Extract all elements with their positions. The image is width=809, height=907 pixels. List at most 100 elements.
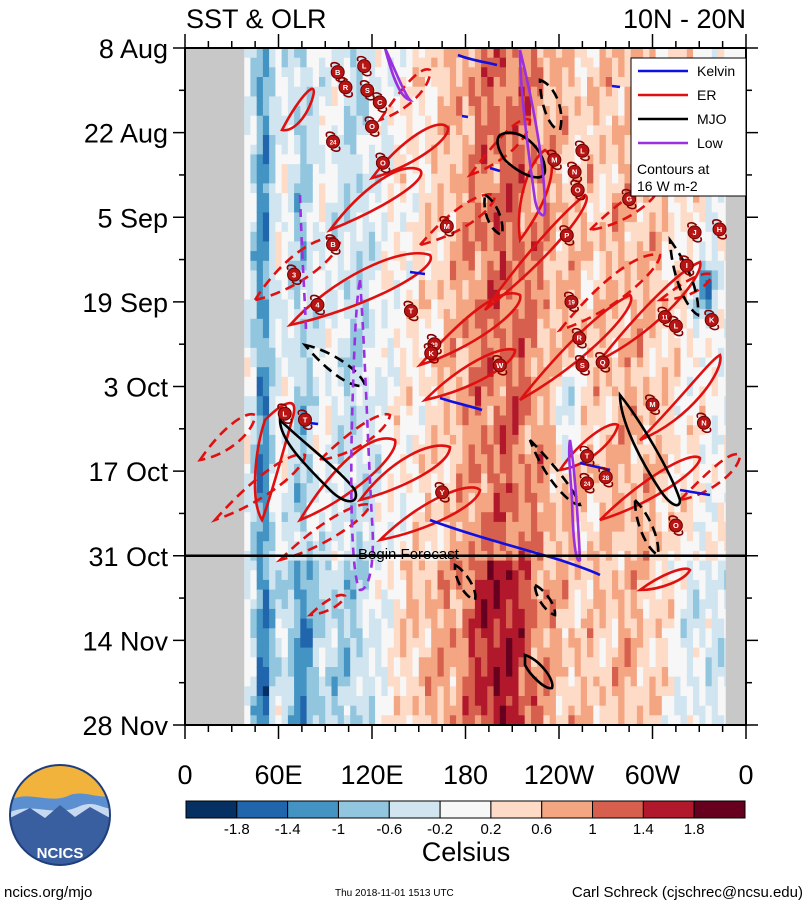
- storm-marker-label: 11: [662, 316, 669, 322]
- storm-marker: T: [579, 445, 595, 467]
- storm-marker: G: [621, 188, 637, 210]
- footer-timestamp: Thu 2018-11-01 1513 UTC: [335, 888, 454, 899]
- storm-marker-label: S: [580, 361, 585, 370]
- storm-marker-label: O: [380, 158, 386, 167]
- storm-marker: 4: [309, 294, 325, 316]
- storm-marker-label: 19: [568, 300, 575, 306]
- storm-marker-label: M: [551, 155, 557, 164]
- storm-marker: O: [570, 179, 586, 201]
- storm-marker: L: [277, 403, 293, 424]
- storm-marker: Q: [595, 352, 611, 373]
- storm-marker-label: T: [303, 415, 308, 424]
- x-tick-label: 60E: [254, 760, 302, 790]
- x-tick-label: 0: [738, 760, 753, 790]
- storm-marker: W: [492, 355, 508, 376]
- storm-marker-label: 4: [315, 300, 320, 309]
- colorbar-tick-label: 1.8: [684, 821, 705, 838]
- logo-text: NCICS: [37, 845, 84, 862]
- colorbar-tick-label: 1: [588, 821, 596, 838]
- colorbar: -1.8 -1.4 -1 -0.6 -0.2 0.2 0.6 1 1.4 1.8: [185, 800, 746, 838]
- legend-label: Kelvin: [697, 63, 735, 79]
- legend-label: MJO: [697, 111, 727, 127]
- storm-marker-label: G: [626, 195, 632, 204]
- storm-marker: T: [297, 409, 313, 430]
- storm-marker-label: N: [701, 418, 706, 427]
- colorbar-bin: [287, 800, 339, 819]
- storm-marker-label: 29: [431, 343, 438, 349]
- storm-marker-label: C: [377, 98, 383, 107]
- storm-marker-label: M: [649, 400, 655, 409]
- legend-note: Contours at: [637, 161, 709, 177]
- chart-title-left: SST & OLR: [186, 4, 327, 34]
- colorbar-tick-label: 1.4: [633, 821, 654, 838]
- y-tick-label: 3 Oct: [103, 373, 168, 403]
- y-axis: 8 Aug 22 Aug 5 Sep 19 Sep 3 Oct 17 Oct 31 Oct 1…: [82, 34, 758, 741]
- y-tick-label: 5 Sep: [97, 203, 168, 233]
- storm-marker-label: Q: [600, 358, 606, 367]
- x-tick-label: 120E: [340, 760, 403, 790]
- legend-note: 16 W m-2: [637, 178, 698, 194]
- colorbar-bin: [642, 800, 695, 819]
- storm-marker: M: [645, 394, 660, 415]
- colorbar-bin: [541, 800, 594, 819]
- forecast-label: Begin Forecast: [358, 546, 460, 563]
- storm-marker-label: R: [343, 83, 349, 92]
- storm-marker: K: [423, 343, 439, 364]
- storm-marker-label: J: [692, 228, 696, 237]
- storm-marker-label: L: [282, 409, 287, 418]
- colorbar-tick-label: -1: [332, 821, 345, 838]
- y-tick-label: 8 Aug: [99, 34, 168, 64]
- y-tick-label: 19 Sep: [82, 288, 168, 318]
- colorbar-bin: [490, 800, 543, 819]
- storm-marker-label: 28: [602, 476, 609, 482]
- storm-marker: P: [559, 225, 575, 246]
- storm-marker-label: S: [365, 86, 370, 95]
- storm-marker-label: L: [580, 146, 585, 155]
- colorbar-bin: [236, 800, 289, 819]
- y-tick-label: 31 Oct: [88, 542, 168, 572]
- storm-marker: 24: [579, 472, 595, 494]
- chart-title-right: 10N - 20N: [623, 4, 746, 34]
- footer-site[interactable]: ncics.org/mjo: [4, 884, 93, 901]
- colorbar-bin: [337, 800, 390, 819]
- storm-marker: M: [439, 216, 455, 237]
- storm-marker: O: [668, 515, 684, 536]
- land-mask: [185, 48, 245, 725]
- storm-marker: I: [679, 255, 695, 276]
- storm-marker-label: L: [362, 62, 367, 71]
- storm-marker-label: 24: [584, 482, 591, 488]
- x-axis: 0 60E 120E 180 120W 60W 0: [177, 34, 754, 790]
- storm-marker: 28: [598, 466, 614, 488]
- y-tick-label: 14 Nov: [82, 626, 168, 656]
- storm-marker: O: [375, 152, 391, 174]
- storm-marker-label: O: [575, 186, 581, 195]
- colorbar-bin: [185, 800, 238, 819]
- storm-marker: L: [356, 55, 372, 77]
- colorbar-tick-label: -0.2: [427, 821, 453, 838]
- y-tick-label: 22 Aug: [84, 119, 168, 149]
- x-tick-label: 0: [177, 760, 192, 790]
- colorbar-tick-label: -1.4: [275, 821, 301, 838]
- storm-marker-label: 24: [330, 140, 337, 146]
- colorbar-tick-label: -0.6: [376, 821, 402, 838]
- storm-marker-label: W: [496, 361, 504, 370]
- storm-marker: N: [567, 161, 583, 183]
- colorbar-tick-label: 0.2: [480, 821, 501, 838]
- colorbar-tick-label: -1.8: [224, 821, 250, 838]
- colorbar-label: Celsius: [422, 837, 511, 867]
- storm-marker: S: [359, 80, 375, 101]
- storm-marker-label: T: [585, 452, 590, 461]
- storm-marker-label: Y: [440, 488, 445, 497]
- storm-marker: T: [403, 300, 419, 322]
- storm-marker: 24: [325, 131, 341, 152]
- ncics-logo: NCICS: [9, 764, 111, 866]
- storm-marker: O: [364, 116, 380, 137]
- storm-marker-label: O: [673, 521, 679, 530]
- storm-marker: B: [325, 234, 341, 255]
- storm-marker-label: T: [409, 307, 414, 316]
- colorbar-bin: [693, 800, 746, 819]
- storm-marker: L: [668, 315, 684, 337]
- storm-marker: R: [338, 77, 353, 98]
- x-tick-label: 120W: [524, 760, 595, 790]
